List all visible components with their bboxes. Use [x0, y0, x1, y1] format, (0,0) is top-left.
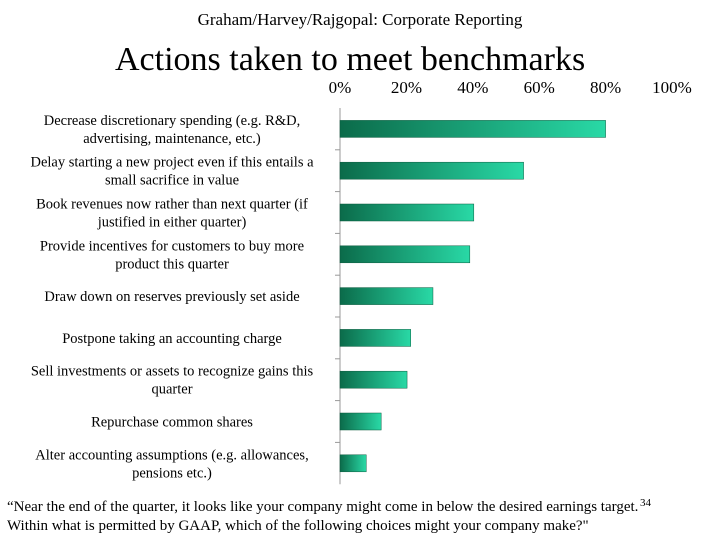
x-tick-label: 80% — [590, 78, 621, 97]
bar — [339, 412, 382, 431]
bar — [339, 370, 408, 389]
question-line-1: “Near the end of the quarter, it looks l… — [7, 499, 639, 515]
bar — [339, 120, 606, 138]
bar — [339, 454, 367, 473]
category-label: Repurchase common shares — [91, 415, 253, 431]
bar — [339, 245, 471, 264]
question-line-2: Within what is permitted by GAAP, which … — [7, 518, 589, 534]
category-label: Postpone taking an accounting charge — [62, 331, 282, 347]
x-tick-label: 60% — [524, 78, 555, 97]
x-tick-label: 40% — [457, 78, 488, 97]
x-tick-label: 0% — [329, 78, 352, 97]
bar — [339, 161, 524, 180]
chart-title: Actions taken to meet benchmarks — [115, 41, 586, 78]
category-label: Sell investments or assets to recognize … — [31, 364, 314, 398]
y-axis — [335, 108, 341, 485]
x-tick-label: 100% — [652, 78, 692, 97]
category-label: Book revenues now rather than next quart… — [36, 197, 308, 231]
bar — [339, 329, 411, 347]
bar — [339, 287, 434, 305]
category-label: Alter accounting assumptions (e.g. allow… — [35, 447, 308, 481]
category-label: Decrease discretionary spending (e.g. R&… — [44, 113, 300, 147]
bars — [339, 120, 606, 473]
bar — [339, 203, 475, 222]
slide-header: Graham/Harvey/Rajgopal: Corporate Report… — [197, 10, 523, 29]
slide-number: 34 — [640, 497, 651, 509]
survey-question: “Near the end of the quarter, it looks l… — [7, 498, 707, 536]
x-tick-label: 20% — [391, 78, 422, 97]
x-axis-ticks: 0% 20% 40% 60% 80% 100% — [329, 78, 692, 97]
category-label: Draw down on reserves previously set asi… — [44, 289, 299, 305]
category-labels: Decrease discretionary spending (e.g. R&… — [30, 113, 314, 481]
category-label: Provide incentives for customers to buy … — [40, 238, 304, 272]
category-label: Delay starting a new project even if thi… — [30, 155, 314, 189]
